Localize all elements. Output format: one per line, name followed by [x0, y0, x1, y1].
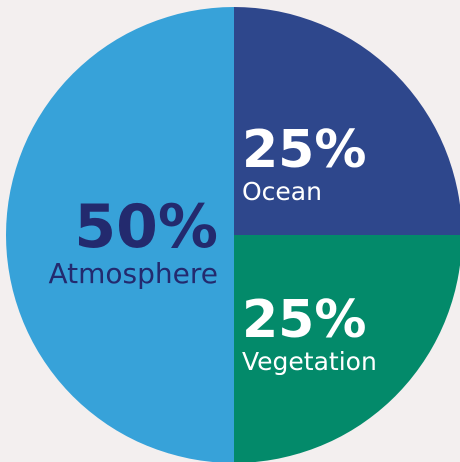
pie-slice-ocean [234, 7, 460, 235]
slice-name-label-vegetation: Vegetation [242, 347, 377, 376]
slice-name-label-ocean: Ocean [242, 177, 322, 206]
pie-slice-vegetation [234, 235, 460, 462]
pie-slices [6, 7, 460, 462]
slice-name-label-atmosphere: Atmosphere [48, 257, 218, 290]
slice-value-label-atmosphere: 50% [74, 192, 218, 262]
pie-slice-atmosphere [6, 7, 234, 462]
slice-value-label-vegetation: 25% [242, 290, 366, 350]
slice-value-label-ocean: 25% [242, 120, 366, 180]
